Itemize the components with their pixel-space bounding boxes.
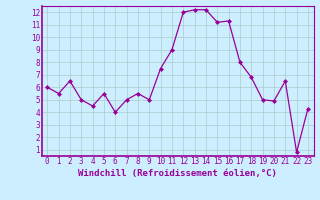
X-axis label: Windchill (Refroidissement éolien,°C): Windchill (Refroidissement éolien,°C) <box>78 169 277 178</box>
